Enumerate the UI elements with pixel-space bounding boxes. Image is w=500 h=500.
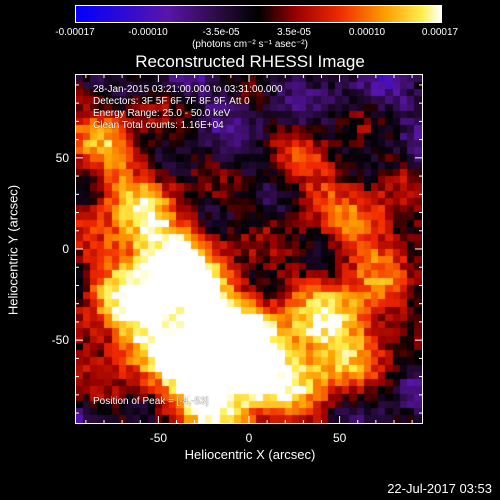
date-stamp: 22-Jul-2017 03:53 xyxy=(387,481,492,496)
y-tick-label: 50 xyxy=(56,151,70,165)
y-tick-label: 0 xyxy=(62,242,69,256)
colorbar-unit-label: (photons cm⁻² s⁻¹ asec⁻²) xyxy=(192,39,308,50)
heatmap-image xyxy=(76,75,422,423)
colorbar-tick-label: 0.00017 xyxy=(421,27,459,38)
clean-counts-text: Clean Total counts: 1.16E+04 xyxy=(93,120,224,131)
colorbar-tick-label: -0.00010 xyxy=(128,27,168,38)
x-tick-label: -50 xyxy=(150,431,168,445)
colorbar-tick-label: -0.00017 xyxy=(55,27,95,38)
x-axis-label: Heliocentric X (arcsec) xyxy=(184,447,316,462)
chart-title: Reconstructed RHESSI Image xyxy=(135,52,365,71)
energy-range-text: Energy Range: 25.0 - 50.0 keV xyxy=(93,108,231,119)
detectors-text: Detectors: 3F 5F 6F 7F 8F 9F, Att 0 xyxy=(93,96,250,107)
colorbar-tick-label: 3.5e-05 xyxy=(277,27,311,38)
time-range-text: 28-Jan-2015 03:21:00.000 to 03:31:00.000 xyxy=(93,84,283,95)
colorbar xyxy=(75,5,442,23)
y-axis-label: Heliocentric Y (arcsec) xyxy=(5,184,21,316)
peak-position-text: Position of Peak = [-4,-53] xyxy=(93,396,209,407)
colorbar-tick-label: 0.00010 xyxy=(348,27,386,38)
x-tick-label: 0 xyxy=(246,431,253,445)
x-tick-label: 50 xyxy=(333,431,347,445)
y-tick-label: -50 xyxy=(52,333,70,347)
colorbar-tick-label: -3.5e-05 xyxy=(202,27,240,38)
